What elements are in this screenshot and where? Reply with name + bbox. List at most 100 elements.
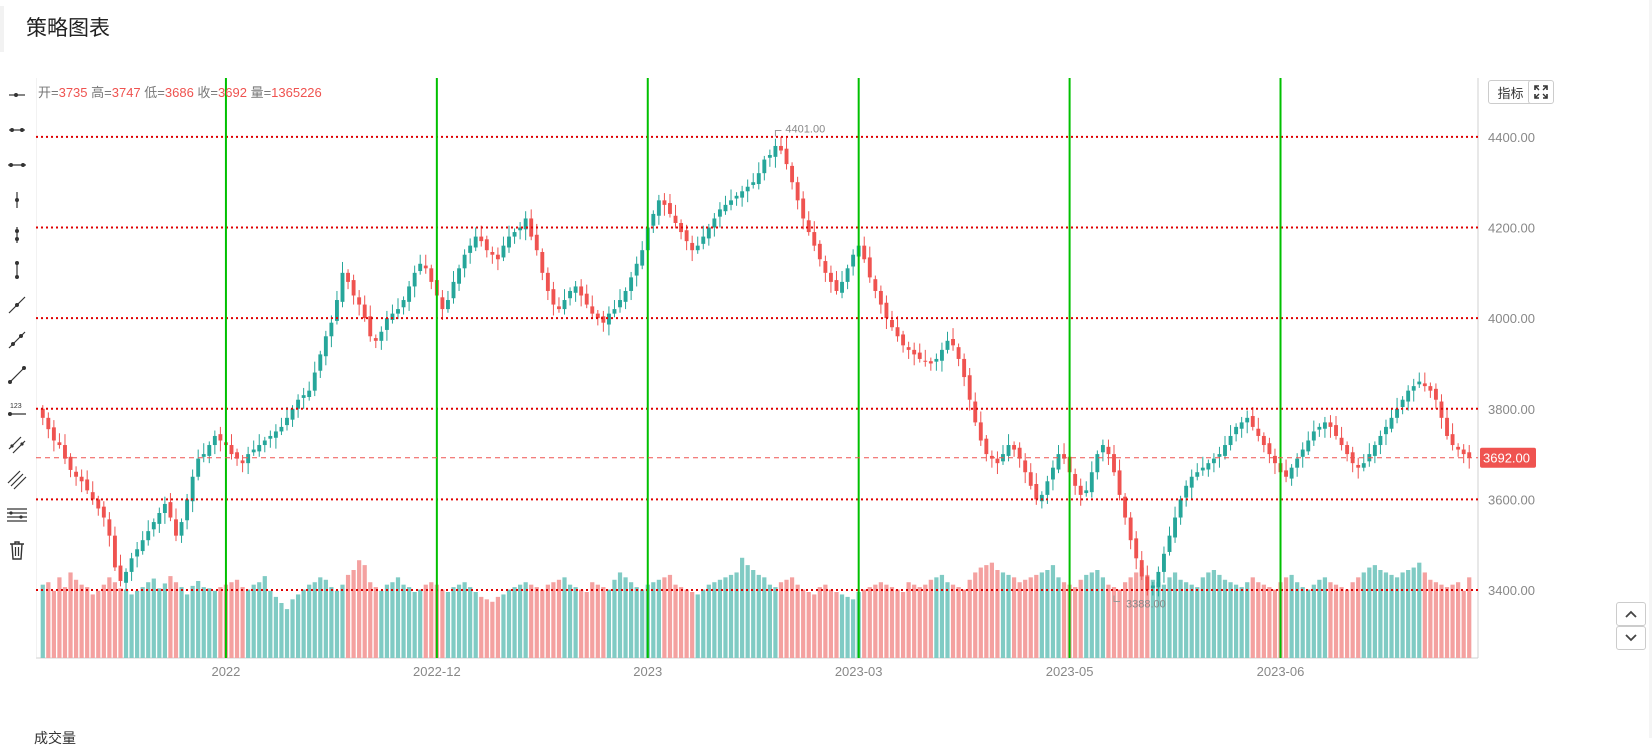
parallel-channel-tool-icon[interactable] xyxy=(2,430,32,460)
time-tick-label: 2023-03 xyxy=(835,664,883,679)
volume-bar xyxy=(923,584,928,658)
volume-bar xyxy=(1406,570,1411,658)
volume-bar xyxy=(251,584,256,658)
candle-body xyxy=(207,445,212,456)
candle-body xyxy=(240,460,245,464)
straight-line-tool-icon[interactable] xyxy=(2,360,32,390)
volume-bar xyxy=(1256,582,1261,658)
candle-body xyxy=(279,426,284,432)
candle-body xyxy=(1228,435,1233,446)
volume-bar xyxy=(451,587,456,658)
fibonacci-tool-icon[interactable] xyxy=(2,465,32,495)
volume-bar xyxy=(1372,565,1377,658)
candle-body xyxy=(951,339,955,346)
volume-bar xyxy=(862,589,867,658)
candle-body xyxy=(901,334,906,346)
scroll-down-chevron-icon[interactable] xyxy=(1616,626,1646,650)
candle-body xyxy=(1167,535,1172,552)
candle-body xyxy=(906,347,911,350)
volume-bar xyxy=(723,577,728,658)
candle-body xyxy=(57,442,62,446)
volume-bar xyxy=(290,599,295,658)
high-marker-label: 4401.00 xyxy=(785,123,825,135)
volume-bar xyxy=(501,594,506,658)
delete-trash-icon[interactable] xyxy=(2,535,32,565)
volume-bar xyxy=(1184,582,1189,658)
candle-body xyxy=(967,375,972,400)
volume-bar xyxy=(1211,570,1217,658)
candle-body xyxy=(301,395,306,398)
fullscreen-icon[interactable] xyxy=(1528,80,1554,104)
candle-body xyxy=(1456,446,1461,450)
volume-bar xyxy=(878,582,883,658)
volume-bar xyxy=(1461,590,1466,658)
volume-bar xyxy=(690,592,695,658)
candle-body xyxy=(1284,470,1289,477)
candle-body xyxy=(507,236,511,248)
page-title: 策略图表 xyxy=(26,17,110,40)
candle-body xyxy=(1106,446,1111,455)
segment-tool-icon[interactable] xyxy=(2,325,32,355)
time-tick-label: 2022-12 xyxy=(413,664,461,679)
volume-bar xyxy=(762,577,767,658)
volume-bar xyxy=(162,583,167,658)
volume-bar xyxy=(545,584,550,658)
volume-bar xyxy=(1250,577,1255,658)
vertical-segment-tool-icon[interactable] xyxy=(2,220,32,250)
candle-body xyxy=(1361,463,1366,468)
candle-body xyxy=(1356,464,1361,468)
vertical-ray-tool-icon[interactable] xyxy=(2,185,32,215)
candle-body xyxy=(1334,425,1338,436)
page-scrollbar[interactable] xyxy=(1649,0,1652,738)
volume-bar xyxy=(51,590,56,658)
volume-bar xyxy=(390,582,395,658)
candle-body xyxy=(140,540,145,552)
candle-body xyxy=(174,519,178,536)
price-tick-label: 4000.00 xyxy=(1488,311,1535,326)
volume-bar xyxy=(845,596,850,658)
volume-bar xyxy=(695,594,700,658)
volume-bar xyxy=(68,572,73,658)
scroll-up-chevron-icon[interactable] xyxy=(1616,602,1646,626)
horizontal-ray-tool-icon[interactable] xyxy=(2,80,32,110)
volume-panel-label: 成交量 xyxy=(34,730,76,746)
horizontal-line-tool-icon[interactable] xyxy=(2,150,32,180)
candlestick-chart[interactable]: 3400.00 3600.00 3800.00 4000.00 4200.00 4400.… xyxy=(36,78,1566,715)
candle-body xyxy=(934,358,939,362)
candle-body xyxy=(873,279,878,291)
volume-bar xyxy=(950,584,956,658)
volume-bar xyxy=(279,603,284,658)
candle-body xyxy=(462,254,467,269)
volume-bar xyxy=(900,592,906,658)
indicator-button[interactable]: 指标 xyxy=(1488,80,1533,104)
volume-bar xyxy=(85,587,90,658)
volume-bar xyxy=(1367,567,1372,658)
volume-bar xyxy=(701,589,706,658)
volume-bar xyxy=(529,584,534,658)
price-line-tool-icon[interactable]: 123 xyxy=(2,395,32,425)
candle-body xyxy=(790,165,795,183)
volume-bar xyxy=(789,577,795,658)
volume-bar xyxy=(101,584,106,658)
volume-bar xyxy=(440,589,445,658)
volume-bar xyxy=(512,587,517,658)
volume-bar xyxy=(717,579,723,658)
grid-lines-tool-icon[interactable] xyxy=(2,500,32,530)
vertical-line-tool-icon[interactable] xyxy=(2,255,32,285)
ray-tool-icon[interactable] xyxy=(2,290,32,320)
horizontal-segment-tool-icon[interactable] xyxy=(2,115,32,145)
candle-body xyxy=(1145,576,1150,591)
candle-body xyxy=(162,503,167,513)
candle-body xyxy=(939,349,944,361)
candle-body xyxy=(912,349,917,355)
volume-bar xyxy=(934,577,939,658)
volume-bar xyxy=(112,582,118,658)
candle-body xyxy=(1206,463,1211,470)
volume-bar xyxy=(984,565,989,658)
volume-bar xyxy=(207,588,212,658)
candle-body xyxy=(1034,484,1039,500)
candle-body xyxy=(1322,422,1327,429)
volume-bar xyxy=(96,590,101,658)
candle-body xyxy=(629,277,634,291)
candle-body xyxy=(862,245,867,260)
